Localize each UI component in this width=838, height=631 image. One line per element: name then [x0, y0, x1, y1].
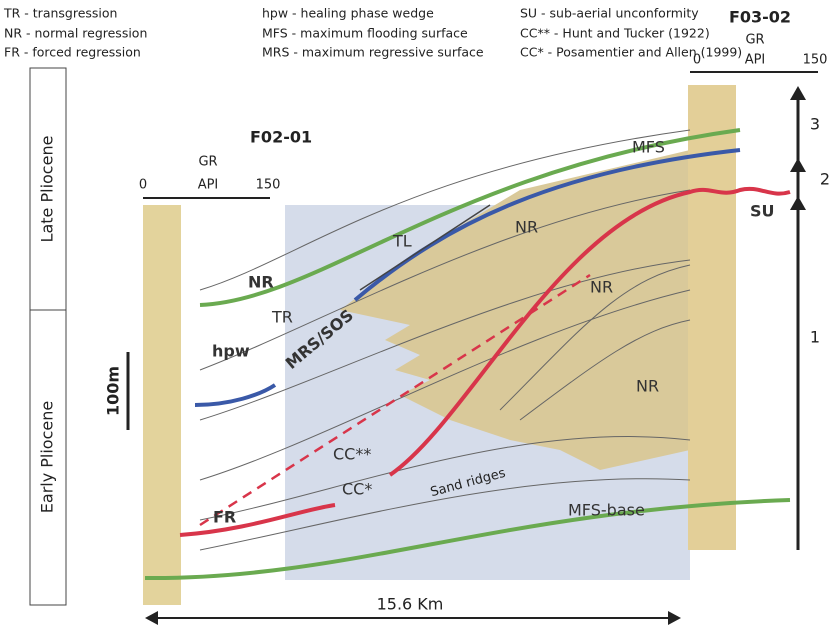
log-min: 0	[693, 53, 701, 68]
label: NR	[515, 218, 538, 237]
label: MFS	[632, 138, 665, 157]
age-label: Late Pliocene	[38, 136, 57, 243]
sequence-label: 2	[820, 170, 830, 189]
legend-item: NR - normal regression	[4, 26, 147, 41]
well-name: F03-02	[729, 8, 791, 27]
label: MFS-base	[568, 501, 645, 520]
log-unit: API	[198, 178, 219, 193]
label: FR	[213, 508, 236, 527]
hpw-line	[195, 385, 275, 405]
log-unit: API	[745, 53, 766, 68]
age-label: Early Pliocene	[38, 401, 57, 513]
legend-item: MRS - maximum regressive surface	[262, 45, 484, 60]
label: NR	[248, 273, 274, 292]
label: TL	[392, 232, 412, 251]
legend-item: CC** - Hunt and Tucker (1922)	[520, 26, 710, 41]
log-name: GR	[198, 155, 217, 170]
scale-label: 100m	[104, 366, 123, 416]
legend-item: TR - transgression	[3, 6, 117, 21]
legend-item: SU - sub-aerial unconformity	[520, 6, 699, 21]
distance-label: 15.6 Km	[377, 595, 444, 614]
label: hpw	[212, 342, 250, 361]
legend: TR - transgression NR - normal regressio…	[3, 6, 742, 60]
diagram: TR - transgression NR - normal regressio…	[0, 0, 838, 631]
legend-item: MFS - maximum flooding surface	[262, 26, 468, 41]
legend-item: hpw - healing phase wedge	[262, 6, 434, 21]
well-log	[143, 205, 181, 605]
log-min: 0	[139, 178, 147, 193]
label: CC*	[342, 480, 372, 499]
well-name: F02-01	[250, 128, 312, 147]
sequence-label: 1	[810, 328, 820, 347]
sequence-label: 3	[810, 115, 820, 134]
log-max: 150	[803, 53, 828, 68]
log-max: 150	[256, 178, 281, 193]
label: NR	[636, 377, 659, 396]
legend-item: FR - forced regression	[4, 45, 141, 60]
log-curve	[181, 205, 205, 300]
label: TR	[271, 308, 293, 327]
label: SU	[750, 202, 775, 221]
label: CC**	[333, 445, 371, 464]
label: NR	[590, 278, 613, 297]
legend-item: CC* - Posamentier and Allen (1999)	[520, 45, 742, 60]
log-name: GR	[745, 33, 764, 48]
